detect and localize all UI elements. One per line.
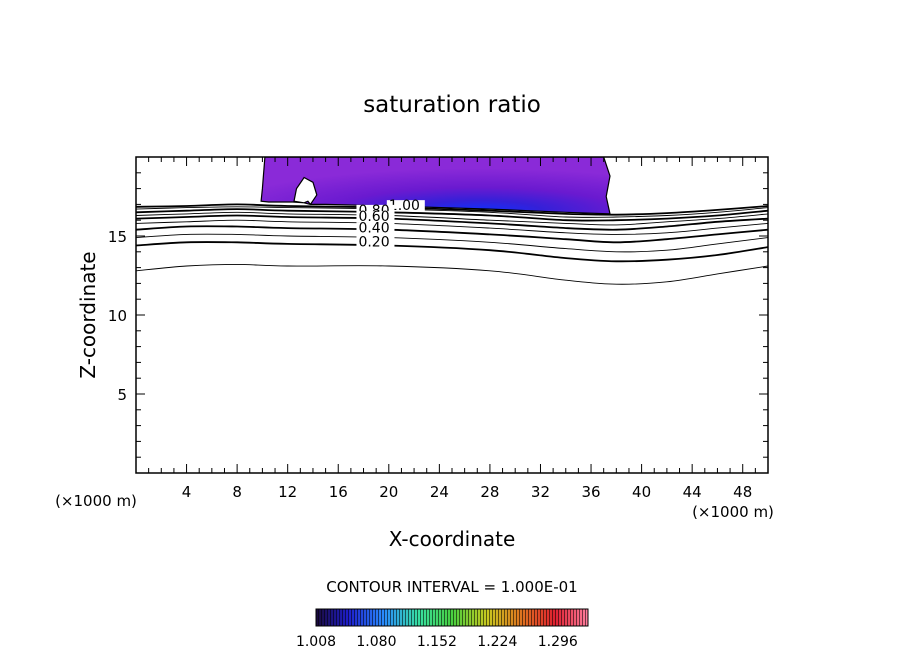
contour-line-0-1	[136, 263, 768, 285]
contour-label: 1.00	[389, 198, 420, 214]
x-tick-label: 20	[379, 483, 398, 501]
colorbar-labels: 1.008 1.080 1.152 1.224 1.296	[296, 634, 578, 650]
x-scale-label-right: (×1000 m)	[692, 503, 774, 521]
colorbar-tick-label: 1.080	[356, 634, 396, 650]
colorbar-stripes	[316, 609, 588, 626]
x-tick-label: 16	[329, 483, 348, 501]
x-tick-label: 44	[683, 483, 702, 501]
contour-line-0-8	[136, 208, 768, 222]
x-tick-label: 40	[632, 483, 651, 501]
x-tick-label: 24	[430, 483, 449, 501]
contour-lines	[136, 203, 768, 285]
contour-line-0-4	[136, 225, 768, 244]
contour-line-0-6	[136, 214, 768, 231]
contour-label: 0.20	[358, 234, 389, 250]
x-tick-label: 48	[733, 483, 752, 501]
plot-area: 1.000.800.600.400.20 4 8 12 16 20 24 28 32 36 40 4…	[108, 156, 769, 501]
contour-line-1-0	[136, 203, 768, 216]
contour-label-bg	[386, 200, 425, 212]
x-tick-label: 32	[531, 483, 550, 501]
contour-line-0-2	[136, 241, 768, 263]
colorbar-tick-label: 1.008	[296, 634, 336, 650]
chart-title: saturation ratio	[363, 92, 541, 118]
contour-line-0-5	[136, 219, 768, 235]
colorbar-frame	[315, 608, 589, 627]
contour-label-bg	[356, 236, 395, 248]
contour-labels: 1.000.800.600.400.20	[356, 198, 425, 250]
contour-line-0-9	[136, 206, 768, 218]
shaded-cloud-region	[260, 157, 611, 215]
contour-label: 0.60	[358, 209, 389, 225]
y-tick-label: 10	[108, 307, 127, 325]
y-axis-label: Z-coordinate	[76, 251, 100, 378]
x-tick-label: 36	[581, 483, 600, 501]
x-axis-label: X-coordinate	[389, 527, 516, 551]
colorbar-tick-label: 1.152	[417, 634, 457, 650]
contour-line-0-3	[136, 233, 768, 253]
contour-label-bg	[356, 211, 395, 223]
x-tick-label: 12	[278, 483, 297, 501]
y-tick-label: 15	[108, 228, 127, 246]
shaded-region	[260, 157, 611, 215]
x-scale-label-left: (×1000 m)	[55, 492, 137, 510]
x-tick-label: 4	[182, 483, 192, 501]
contour-label-bg	[356, 222, 395, 234]
y-tick-label: 5	[117, 386, 127, 404]
contour-label: 0.40	[358, 220, 389, 236]
colorbar-tick-label: 1.296	[538, 634, 578, 650]
colorbar: 1.008 1.080 1.152 1.224 1.296	[296, 608, 589, 650]
x-tick-label: 8	[232, 483, 242, 501]
contour-line-0-7	[136, 211, 768, 226]
contour-interval-label: CONTOUR INTERVAL = 1.000E-01	[326, 578, 577, 596]
x-tick-label: 28	[480, 483, 499, 501]
contour-label-bg	[356, 204, 395, 216]
colorbar-tick-label: 1.224	[477, 634, 517, 650]
